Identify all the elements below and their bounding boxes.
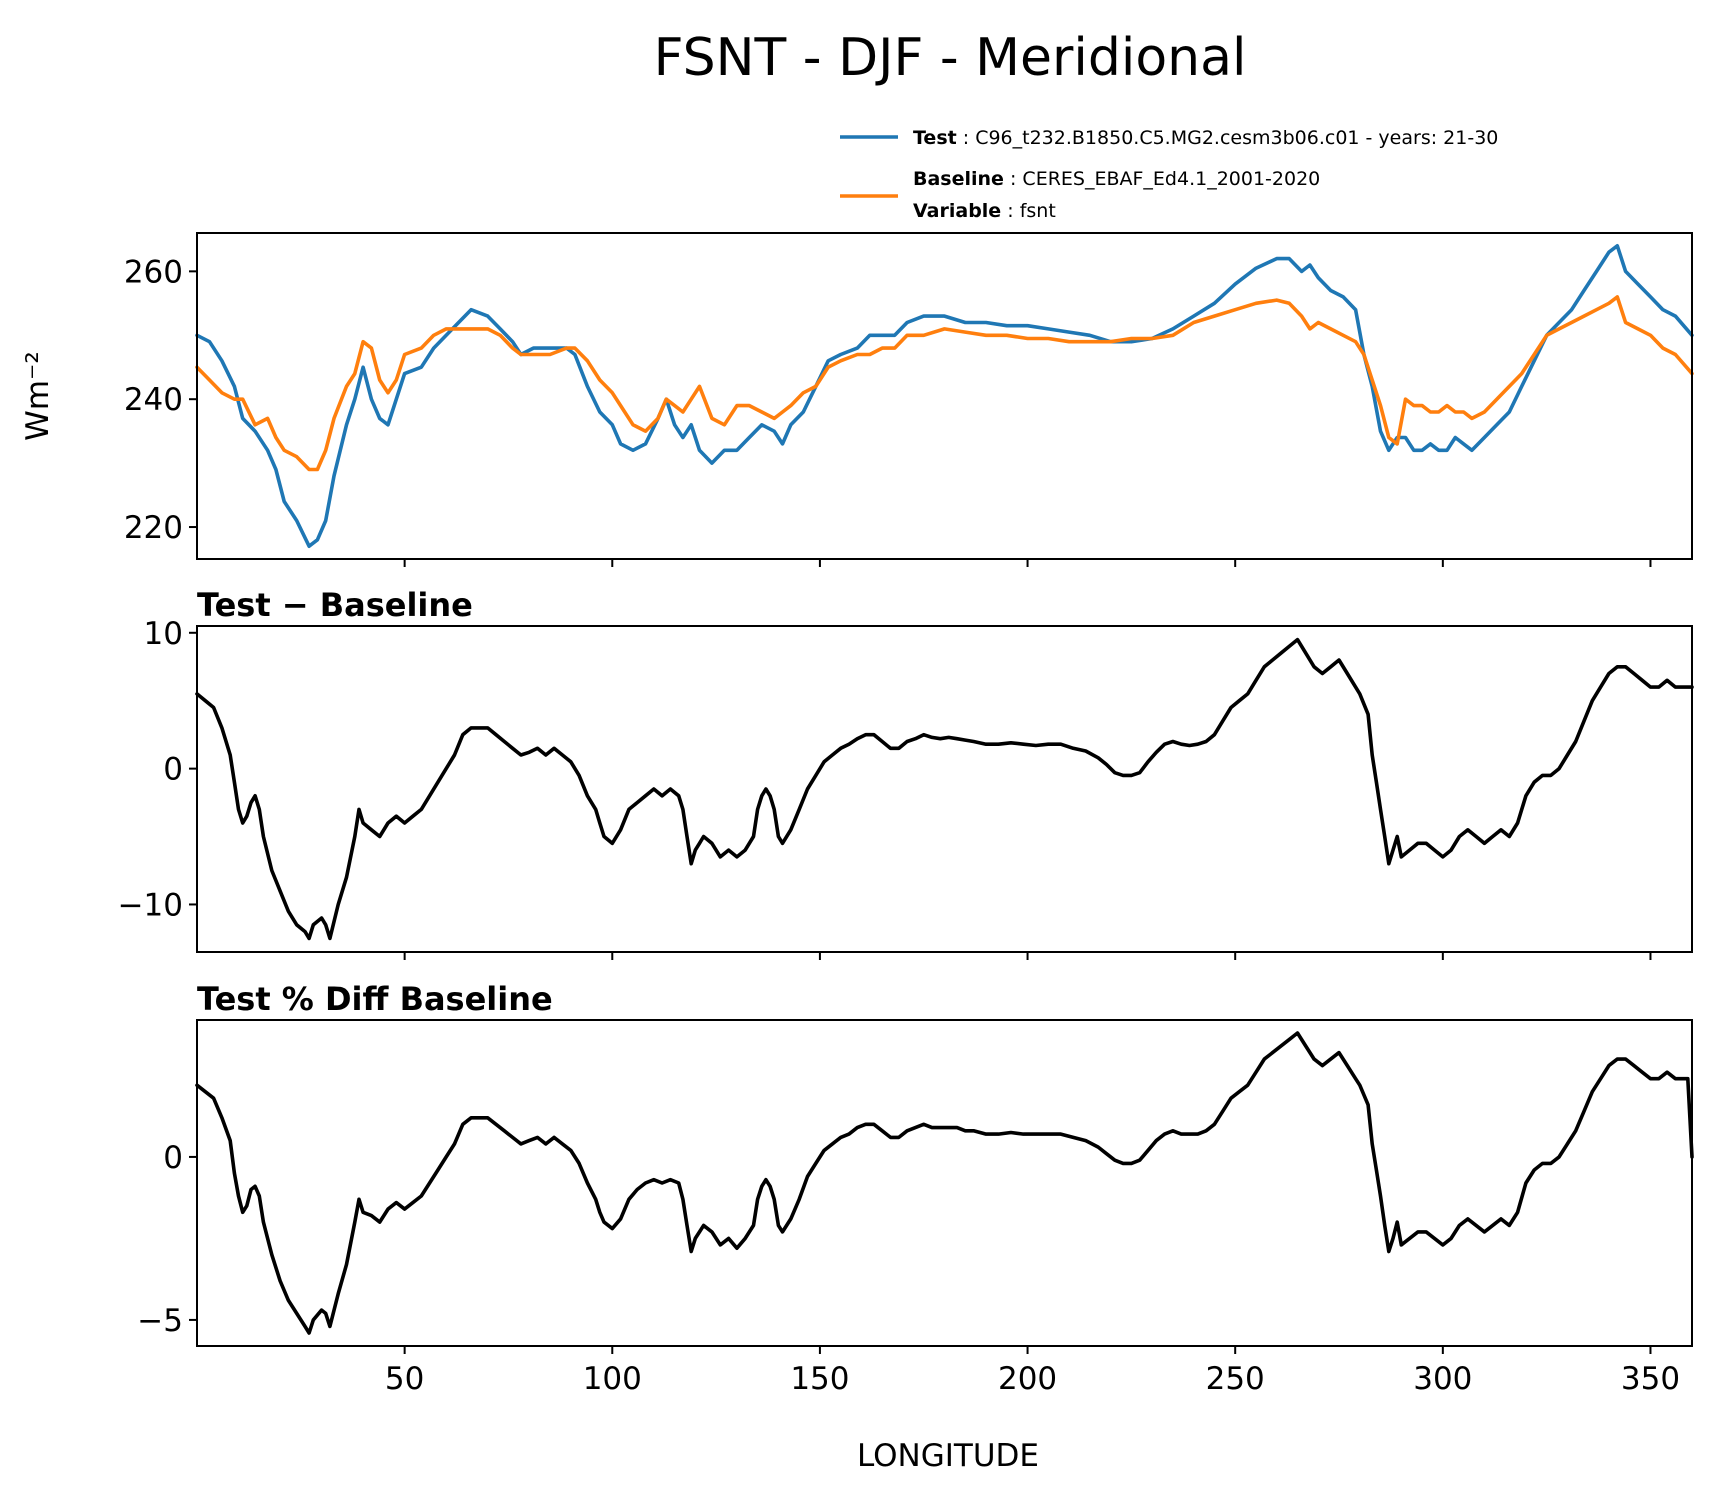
series-line-panel-1	[195, 637, 1694, 941]
y-tick-label: −10	[118, 887, 183, 923]
y-tick-label: 10	[144, 616, 183, 652]
legend-variable-text: Variable : fsnt	[913, 200, 1056, 222]
y-tick-label: 240	[124, 382, 183, 418]
x-tick-label: 150	[790, 1361, 849, 1397]
y-axis-label: Wm⁻²	[20, 351, 56, 441]
panel-difference: −10 0 10 Test − Baseline	[118, 586, 1694, 960]
x-tick-label: 250	[1206, 1361, 1265, 1397]
plot-frame	[196, 232, 1693, 560]
series-line-panel-2	[195, 1031, 1694, 1335]
y-tick-label: 0	[163, 1140, 183, 1176]
plot-frame	[196, 1019, 1693, 1347]
panel-percent-difference: −5 0 50 100 150 200 250 300 350 Test % Diff Basel…	[137, 980, 1694, 1397]
y-tick-label: 0	[163, 752, 183, 788]
x-tick-label: 100	[583, 1361, 642, 1397]
legend-test-value: C96_t232.B1850.C5.MG2.cesm3b06.c01 - yea…	[975, 127, 1498, 149]
legend-test-key: Test	[913, 127, 957, 149]
legend-variable-key: Variable	[913, 200, 1001, 222]
x-tick-label: 350	[1621, 1361, 1680, 1397]
plot-frame	[196, 625, 1693, 953]
series-line-baseline	[195, 295, 1694, 472]
panel-title: Test − Baseline	[197, 586, 473, 624]
legend-test-text: Test : C96_t232.B1850.C5.MG2.cesm3b06.c0…	[913, 127, 1498, 149]
figure-title: FSNT - DJF - Meridional	[654, 28, 1247, 88]
x-tick-label: 200	[998, 1361, 1057, 1397]
y-tick-label: −5	[137, 1303, 183, 1339]
legend-baseline-value: CERES_EBAF_Ed4.1_2001-2020	[1022, 168, 1320, 190]
panel-values: 220 240 260 Wm⁻²	[20, 232, 1694, 567]
legend-baseline-key: Baseline	[913, 168, 1004, 190]
series-line-test	[195, 244, 1694, 548]
panel-title: Test % Diff Baseline	[197, 980, 553, 1018]
x-tick-label: 50	[385, 1361, 424, 1397]
x-axis-label: LONGITUDE	[857, 1438, 1039, 1474]
y-tick-label: 260	[124, 254, 183, 290]
y-tick-label: 220	[124, 510, 183, 546]
legend-baseline-text: Baseline : CERES_EBAF_Ed4.1_2001-2020	[913, 168, 1320, 190]
legend: Test : C96_t232.B1850.C5.MG2.cesm3b06.c0…	[840, 127, 1498, 222]
legend-variable-value: fsnt	[1020, 200, 1056, 222]
x-tick-label: 300	[1413, 1361, 1472, 1397]
